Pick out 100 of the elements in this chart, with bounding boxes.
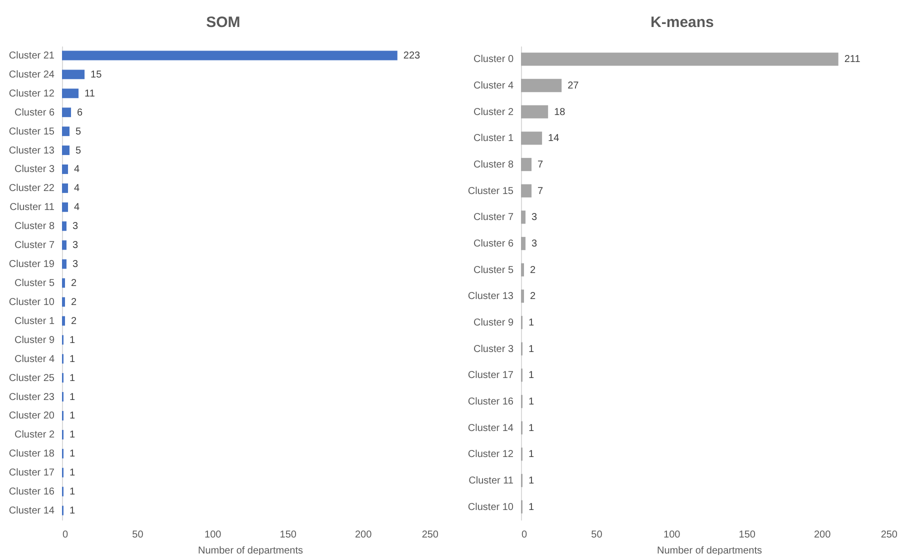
data-label: 1 xyxy=(70,354,76,365)
bar xyxy=(62,259,67,269)
bar xyxy=(62,278,66,288)
bar xyxy=(521,105,548,118)
data-label: 1 xyxy=(528,502,535,513)
chart-title: SOM xyxy=(206,14,240,31)
y-tick-label: Cluster 1 xyxy=(14,316,55,327)
data-label: 18 xyxy=(554,106,566,118)
data-label: 5 xyxy=(76,126,82,138)
y-tick-label: Cluster 8 xyxy=(473,160,514,170)
x-tick-label: 0 xyxy=(62,530,68,540)
data-label: 11 xyxy=(84,88,96,100)
y-tick-label: Cluster 16 xyxy=(8,486,55,498)
data-label: 3 xyxy=(72,259,79,270)
data-label: 2 xyxy=(71,278,78,289)
y-tick-label: Cluster 3 xyxy=(473,344,514,355)
data-label: 14 xyxy=(548,133,560,144)
y-tick-label: Cluster 12 xyxy=(468,449,514,460)
data-label: 2 xyxy=(530,291,536,302)
bar xyxy=(62,88,79,98)
y-tick-label: Cluster 0 xyxy=(473,54,514,66)
y-tick-label: Cluster 24 xyxy=(8,69,55,80)
y-tick-label: Cluster 7 xyxy=(473,212,514,224)
data-label: 1 xyxy=(70,392,76,403)
data-label: 1 xyxy=(70,448,76,460)
y-tick-label: Cluster 1 xyxy=(473,133,514,144)
y-tick-label: Cluster 13 xyxy=(8,145,55,156)
data-label: 2 xyxy=(530,264,536,276)
data-label: 3 xyxy=(72,240,79,252)
x-tick-label: 250 xyxy=(422,530,439,540)
bar xyxy=(521,210,526,224)
y-tick-label: Cluster 23 xyxy=(8,392,55,403)
x-tick-label: 100 xyxy=(664,530,681,540)
data-label: 4 xyxy=(74,183,80,194)
bar xyxy=(62,70,85,80)
y-tick-label: Cluster 15 xyxy=(8,126,55,138)
data-label: 4 xyxy=(74,164,80,176)
data-label: 1 xyxy=(528,318,535,328)
y-tick-label: Cluster 10 xyxy=(8,296,55,308)
y-tick-label: Cluster 9 xyxy=(473,318,514,328)
bar xyxy=(62,297,66,307)
bar xyxy=(62,108,72,118)
data-label: 1 xyxy=(528,344,535,355)
bar xyxy=(62,183,68,193)
y-tick-label: Cluster 2 xyxy=(14,430,55,441)
data-label: 1 xyxy=(528,422,535,434)
data-label: 3 xyxy=(532,238,538,250)
bar xyxy=(521,158,532,172)
y-tick-label: Cluster 4 xyxy=(14,354,55,365)
bar xyxy=(521,263,524,276)
x-tick-label: 50 xyxy=(132,530,144,540)
data-label: 15 xyxy=(90,69,102,80)
y-tick-label: Cluster 4 xyxy=(473,80,514,92)
bar xyxy=(521,184,532,198)
x-tick-label: 50 xyxy=(591,530,603,540)
y-tick-label: Cluster 12 xyxy=(8,88,55,100)
y-tick-label: Cluster 2 xyxy=(473,106,514,118)
data-label: 1 xyxy=(528,396,535,408)
y-tick-label: Cluster 14 xyxy=(468,422,514,434)
bar xyxy=(62,126,70,136)
data-label: 1 xyxy=(70,430,76,441)
data-label: 1 xyxy=(528,449,535,460)
y-tick-label: Cluster 14 xyxy=(8,506,55,517)
y-tick-label: Cluster 22 xyxy=(8,183,55,194)
y-tick-label: Cluster 18 xyxy=(8,448,55,460)
x-tick-label: 0 xyxy=(522,530,528,540)
data-label: 1 xyxy=(70,468,76,479)
y-tick-label: Cluster 25 xyxy=(8,372,55,384)
data-label: 2 xyxy=(71,316,78,327)
y-tick-label: Cluster 3 xyxy=(14,164,55,176)
y-tick-label: Cluster 16 xyxy=(468,396,514,408)
bar xyxy=(521,52,838,66)
y-tick-label: Cluster 5 xyxy=(473,264,514,276)
bar xyxy=(62,202,68,212)
y-tick-label: Cluster 6 xyxy=(473,238,514,250)
bar xyxy=(521,78,562,92)
data-label: 27 xyxy=(568,80,580,92)
y-tick-label: Cluster 6 xyxy=(14,107,55,118)
chart-title: K-means xyxy=(650,14,714,31)
y-tick-label: Cluster 11 xyxy=(10,202,55,214)
bar xyxy=(62,164,68,174)
data-label: 211 xyxy=(844,54,861,66)
y-tick-label: Cluster 21 xyxy=(8,50,55,62)
y-tick-label: Cluster 7 xyxy=(14,240,55,252)
bar xyxy=(62,240,67,250)
data-label: 4 xyxy=(74,202,80,214)
data-label: 7 xyxy=(538,160,544,170)
data-label: 3 xyxy=(72,221,79,232)
x-tick-label: 250 xyxy=(880,530,898,540)
data-label: 1 xyxy=(70,410,76,422)
data-label: 1 xyxy=(528,476,535,486)
data-label: 2 xyxy=(71,296,78,308)
y-tick-label: Cluster 10 xyxy=(468,502,514,513)
y-tick-label: Cluster 5 xyxy=(14,278,55,289)
y-tick-label: Cluster 20 xyxy=(8,410,55,422)
y-tick-label: Cluster 19 xyxy=(8,259,55,270)
data-label: 223 xyxy=(403,50,421,62)
y-tick-label: Cluster 8 xyxy=(14,221,55,232)
x-tick-label: 200 xyxy=(354,530,372,540)
data-label: 5 xyxy=(76,145,82,156)
